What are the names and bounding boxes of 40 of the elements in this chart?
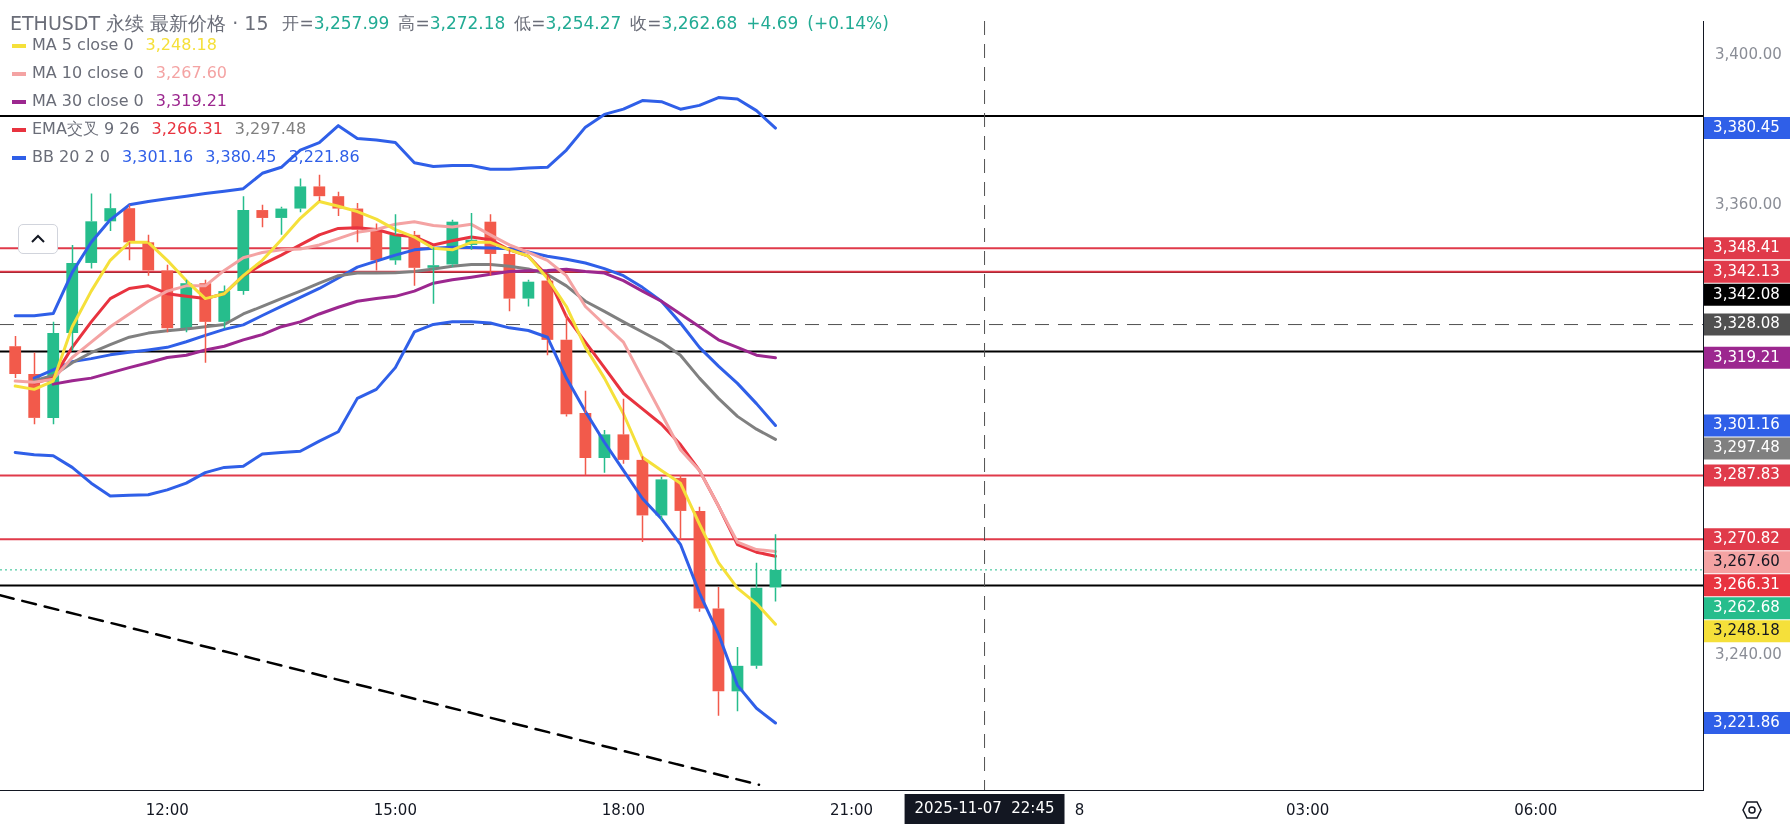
annotation: 3,248.18: [145, 35, 217, 55]
text: 3,380.45: [1713, 117, 1780, 136]
chart-title: ETHUSDT 永续 最新价格 · 15: [10, 11, 269, 34]
text: 3,221.86: [1713, 712, 1780, 731]
legend-label: EMA交叉 9 26: [32, 119, 140, 139]
text: 开=3,257.99 高=3,272.18 低=3,254.27 收=3,262.68 +4.69 (+0.14%): [282, 13, 889, 34]
ref-line-label: 3,262.68: [1713, 598, 1780, 617]
x-tick-label: 03:00: [1286, 800, 1330, 819]
y-tick-label: 3,400.00: [1715, 44, 1782, 63]
text: 3,267.60: [1713, 552, 1780, 571]
text: 3,319.21: [1713, 347, 1780, 366]
text: 3,266.31: [1713, 575, 1780, 594]
legend-label: MA 5 close 0: [32, 35, 134, 55]
x-tick-label: 21:00: [829, 800, 874, 819]
annotation: 3,301.16: [121, 147, 194, 167]
legend-label: MA 30 close 0: [32, 91, 144, 111]
ref-line-label: 3,348.41: [1713, 238, 1780, 257]
ref-line-label: 3,342.13: [1713, 261, 1780, 280]
ref-line-label: 3,287.83: [1713, 465, 1780, 484]
legend-label: BB 20 2 0: [32, 147, 110, 167]
annotation: 3,267.60: [155, 63, 228, 83]
ref-line-label: 2025-11-07 22:45: [914, 798, 1055, 817]
text: 3,301.16: [1713, 415, 1780, 434]
annotation: 3,297.48: [234, 119, 307, 139]
legend-label: MA 10 close 0: [32, 63, 144, 83]
text: 3,248.18: [1713, 621, 1780, 640]
x-tick-label: 12:00: [145, 800, 189, 819]
ref-line-label: 3,270.82: [1713, 529, 1780, 548]
y-tick-label: 3,360.00: [1715, 194, 1782, 213]
x-tick-label: 18:00: [601, 800, 646, 819]
text: 3,297.48: [1713, 438, 1780, 457]
annotation: 3,380.45: [205, 147, 277, 167]
annotation: 3,319.21: [155, 91, 228, 111]
annotation: 3,266.31: [151, 119, 223, 139]
ref-line-label: 3,342.08: [1713, 284, 1780, 303]
x-tick-label: 06:00: [1514, 800, 1558, 819]
y-tick-label: 3,240.00: [1715, 644, 1782, 663]
x-tick-label: 8: [1074, 800, 1085, 819]
ref-line-label: 3,328.08: [1713, 314, 1780, 333]
x-tick-label: 15:00: [373, 800, 417, 819]
